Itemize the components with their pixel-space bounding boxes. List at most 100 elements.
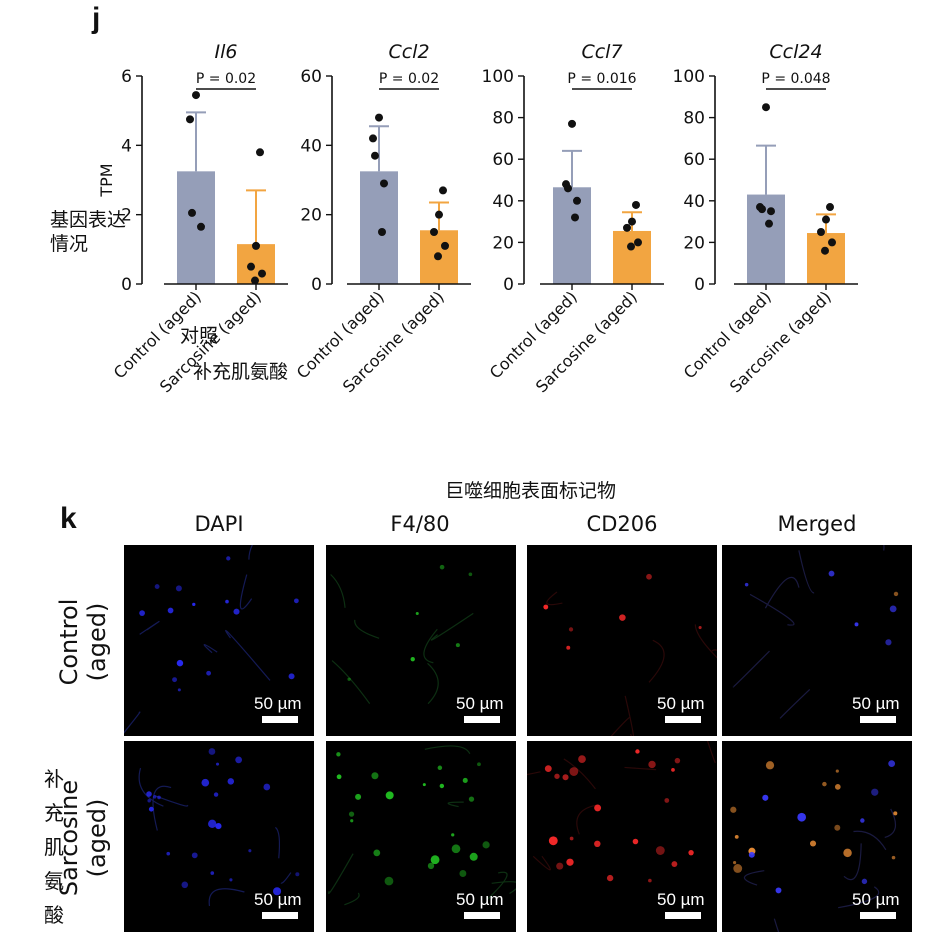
chart-2-ytick-label: 40 — [300, 136, 322, 156]
control-annotation-cn: 对照 — [180, 325, 219, 347]
scale-bar — [464, 716, 500, 723]
chart-1-point — [197, 222, 205, 231]
chart-1-point — [186, 115, 194, 124]
micrograph-control-merged: 50 µm — [722, 545, 912, 736]
chart-4-point — [821, 246, 829, 255]
chart-4-point — [762, 103, 770, 112]
chart-4-bar-sarcosine — [807, 233, 845, 284]
chart-4-ytick-label: 80 — [683, 109, 705, 129]
micrograph-sarcosine-dapi: 50 µm — [124, 741, 314, 932]
micrograph-image — [732, 545, 899, 719]
chart-1-point — [251, 276, 259, 285]
chart-3-point — [623, 223, 631, 232]
scale-bar-label: 50 µm — [456, 890, 504, 909]
chart-3-point — [564, 184, 572, 193]
scale-bar — [262, 716, 298, 723]
chart-3-ytick-label: 20 — [492, 233, 514, 253]
chart-1-point — [188, 208, 196, 217]
scale-bar-label: 50 µm — [852, 694, 900, 713]
chart-2-point — [380, 179, 388, 188]
chart-3-point — [632, 200, 640, 209]
chart-1-ytick-label: 2 — [121, 206, 132, 226]
chart-3-p-value: P = 0.016 — [567, 71, 636, 87]
chart-4-bar-control — [747, 194, 785, 284]
ylabel-annotation-cn-line1: 基因表达 — [50, 209, 127, 231]
ylabel-annotation-cn-line2: 情况 — [50, 233, 89, 255]
micrograph-control-cd206: 50 µm — [527, 545, 717, 736]
chart-2-p-value: P = 0.02 — [379, 71, 439, 87]
chart-3-bar-sarcosine — [613, 230, 651, 284]
chart-3-ytick-label: 60 — [492, 150, 514, 170]
chart-2-ytick-label: 0 — [311, 275, 322, 295]
micrograph-image — [124, 545, 299, 734]
ylabel-annotation-cn: 基因表达 情况 — [50, 208, 126, 256]
micrograph-sarcosine-f480: 50 µm — [326, 741, 516, 932]
scale-bar — [860, 912, 896, 919]
chart-1-point — [256, 148, 264, 157]
micrograph-sarcosine-cd206: 50 µm — [527, 741, 717, 932]
chart-3-point — [568, 119, 576, 128]
sarcosine-annotation-cn: 补充肌氨酸 — [193, 361, 289, 383]
chart-3-category-label: Sarcosine (aged) — [532, 287, 641, 396]
scale-bar-label: 50 µm — [657, 890, 705, 909]
chart-1-point — [247, 262, 255, 271]
chart-1-title: Il6 — [215, 41, 238, 63]
chart-4-point — [822, 215, 830, 224]
chart-1-point — [252, 241, 260, 250]
chart-3-point — [571, 213, 579, 222]
scale-bar — [464, 912, 500, 919]
chart-3-point — [573, 196, 581, 205]
scale-bar-label: 50 µm — [657, 694, 705, 713]
chart-2-category-label: Sarcosine (aged) — [339, 287, 448, 396]
chart-4-point — [758, 205, 766, 214]
chart-1-ylabel: TPM — [97, 163, 116, 197]
scale-bar — [665, 716, 701, 723]
chart-4-ytick-label: 40 — [683, 192, 705, 212]
chart-4-point — [828, 238, 836, 247]
row-header-sarcosine-line2: (aged) — [83, 798, 111, 878]
chart-4-point — [817, 228, 825, 236]
chart-3-bar-control — [553, 187, 591, 284]
chart-4-point — [826, 203, 834, 212]
chart-3-point — [628, 217, 636, 226]
chart-1-ytick-label: 6 — [121, 67, 132, 87]
chart-3-point — [627, 242, 635, 251]
chart-2-point — [435, 210, 443, 219]
chart-1-point — [258, 269, 266, 278]
chart-2-title: Ccl2 — [388, 41, 429, 63]
panel-label-j: j — [92, 2, 101, 35]
chart-4-p-value: P = 0.048 — [761, 71, 830, 87]
chart-3-ytick-label: 100 — [482, 67, 514, 87]
scale-bar — [860, 716, 896, 723]
scale-bar — [665, 912, 701, 919]
chart-2-ytick-label: 20 — [300, 206, 322, 226]
row-header-control-line1: Control — [55, 598, 83, 686]
micrograph-image — [328, 745, 516, 906]
chart-2-point — [378, 228, 386, 236]
micrograph-image — [527, 741, 716, 883]
chart-3-point — [634, 238, 642, 247]
chart-4-ytick-label: 0 — [694, 275, 705, 295]
chart-4-ytick-label: 100 — [673, 67, 705, 87]
row-header-sarcosine-cn: 补充肌氨酸 — [44, 767, 64, 927]
scale-bar-label: 50 µm — [456, 694, 504, 713]
micrograph-control-dapi: 50 µm — [124, 545, 314, 736]
micrograph-image — [543, 573, 717, 736]
column-header-f480: F4/80 — [390, 512, 450, 536]
column-header-dapi: DAPI — [194, 512, 244, 536]
chart-2-point — [441, 241, 449, 250]
chart-2-point — [430, 228, 438, 236]
micrograph-control-f480: 50 µm — [326, 545, 516, 736]
micrograph-image — [138, 748, 300, 907]
scale-bar-label: 50 µm — [254, 890, 302, 909]
scale-bar-label: 50 µm — [852, 890, 900, 909]
chart-2-ytick-label: 60 — [300, 67, 322, 87]
chart-3-ytick-label: 80 — [492, 109, 514, 129]
chart-2-bar-control — [360, 171, 398, 284]
column-header-merged: Merged — [777, 512, 857, 536]
micrograph-sarcosine-merged: 50 µm — [722, 741, 912, 932]
panel-k-header-cn: 巨噬细胞表面标记物 — [445, 480, 617, 502]
micrograph-image — [730, 760, 898, 932]
chart-2-point — [371, 151, 379, 160]
